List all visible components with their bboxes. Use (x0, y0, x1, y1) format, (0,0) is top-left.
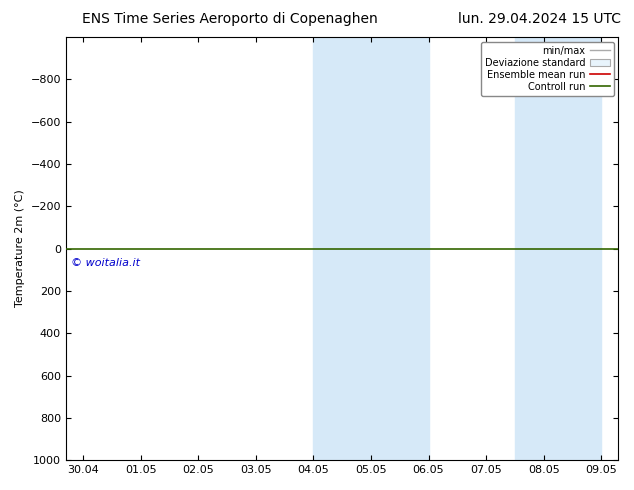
Y-axis label: Temperature 2m (°C): Temperature 2m (°C) (15, 190, 25, 307)
Bar (515, 37, 601, 460)
Text: ENS Time Series Aeroporto di Copenaghen: ENS Time Series Aeroporto di Copenaghen (82, 12, 378, 26)
Bar (313, 37, 429, 460)
Text: © woitalia.it: © woitalia.it (72, 258, 141, 269)
Text: lun. 29.04.2024 15 UTC: lun. 29.04.2024 15 UTC (458, 12, 621, 26)
Legend: min/max, Deviazione standard, Ensemble mean run, Controll run: min/max, Deviazione standard, Ensemble m… (481, 42, 614, 96)
